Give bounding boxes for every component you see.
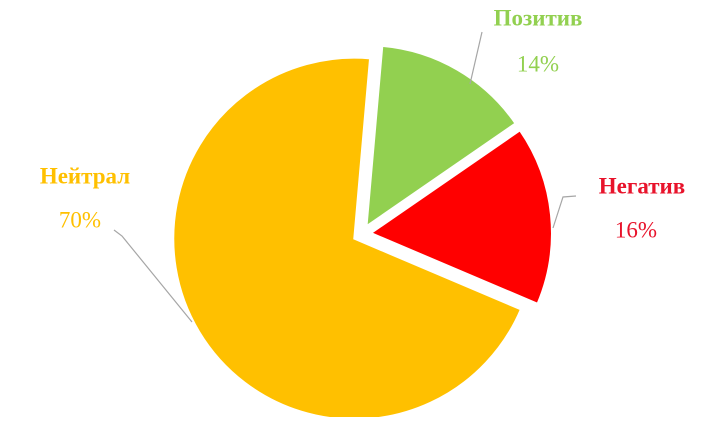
slice-value: 16% xyxy=(615,217,657,242)
pie-slice xyxy=(172,56,523,421)
leader-line xyxy=(469,31,483,85)
slice-name: Нейтрал xyxy=(40,163,130,188)
leader-line xyxy=(552,195,577,229)
pie-slice xyxy=(368,128,553,306)
slice-name: Позитив xyxy=(494,5,583,30)
slice-value: 14% xyxy=(517,51,559,76)
pie-slice xyxy=(365,44,517,229)
leader-line xyxy=(113,229,193,323)
slice-value: 70% xyxy=(59,207,101,232)
slice-name: Негатив xyxy=(599,173,685,198)
